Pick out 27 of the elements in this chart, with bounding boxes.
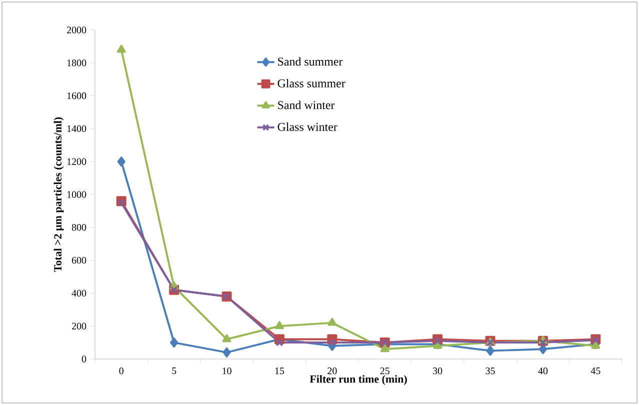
x-tick-label: 20 [328,368,337,374]
x-tick-label: 10 [222,368,232,374]
y-tick-label: 600 [72,256,86,264]
y-tick-label: 0 [82,356,86,362]
y-tick-label: 1800 [67,60,86,66]
y-tick-label: 1600 [67,92,86,100]
y-tick-label: 1000 [67,191,86,198]
x-tick-label: 15 [275,368,284,374]
y-tick-label: 800 [72,224,86,231]
x-tick-label: 45 [590,368,600,374]
legend-label: Glass winter [278,122,338,131]
y-tick-label: 2000 [66,26,86,34]
legend-label: Glass summer [278,78,346,88]
y-tick-label: 400 [72,290,86,297]
x-tick-label: 25 [380,368,390,374]
x-axis-title: Filter run time (min) [310,375,407,386]
x-tick-label: 35 [486,368,495,374]
y-tick-label: 1400 [67,125,86,132]
x-tick-label: 40 [538,368,548,374]
legend-label: Sand winter [278,100,335,110]
y-tick-label: 200 [72,322,86,330]
y-axis-title: Total >2 µm particles (counts/ml) [54,117,64,272]
legend-label: Sand summer [278,57,343,66]
x-tick-label: 5 [172,368,176,374]
y-tick-label: 1200 [67,158,86,165]
x-tick-label: 0 [119,368,124,374]
x-tick-label: 30 [433,368,442,374]
